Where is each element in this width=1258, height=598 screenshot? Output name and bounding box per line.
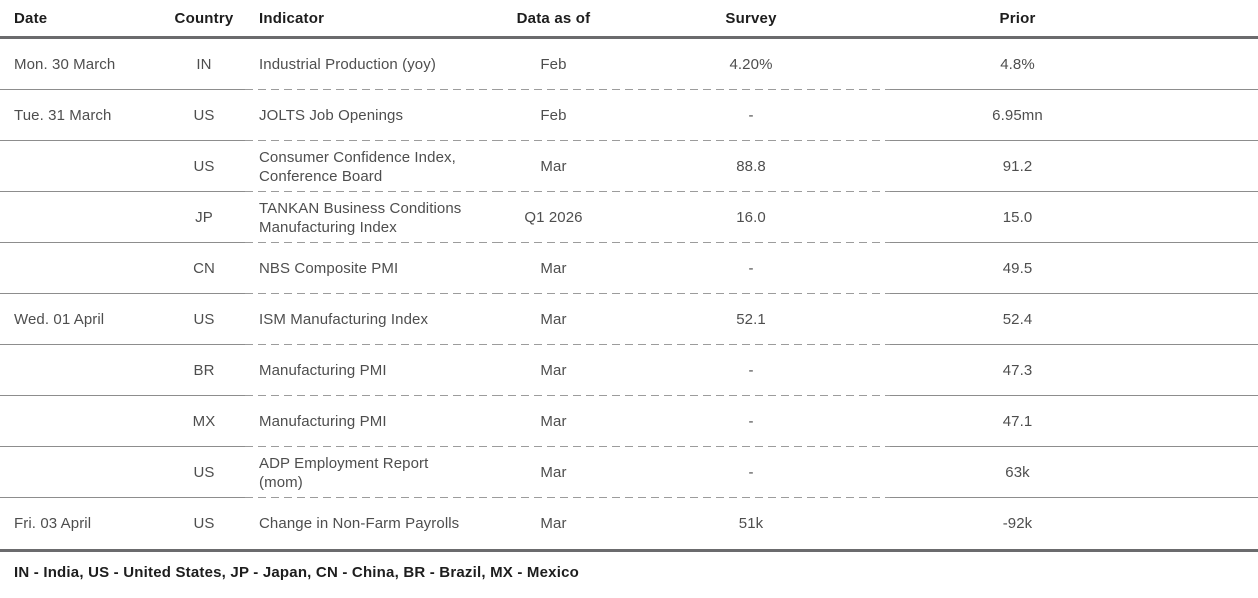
column-header-indicator: Indicator	[259, 9, 325, 27]
cell-prior: 49.5	[890, 243, 1145, 294]
cell-prior: 52.4	[890, 294, 1145, 345]
column-header-spacer	[1145, 0, 1258, 36]
table-row: US Consumer Confidence Index, Conference…	[0, 141, 1258, 192]
cell-indicator: ISM Manufacturing Index	[245, 294, 495, 345]
cell-data-as-of: Mar	[495, 447, 612, 498]
cell-indicator: Manufacturing PMI	[245, 396, 495, 447]
cell-country: JP	[163, 192, 245, 243]
cell-prior: 4.8%	[890, 39, 1145, 90]
cell-country: CN	[163, 243, 245, 294]
cell-country: IN	[163, 39, 245, 90]
economic-calendar-table: Date Country Indicator Data as of Survey…	[0, 0, 1258, 581]
cell-spacer	[1145, 192, 1258, 243]
table-row: US ADP Employment Report (mom) Mar - 63k	[0, 447, 1258, 498]
column-header-date: Date	[14, 9, 48, 27]
table-row: JP TANKAN Business Conditions Manufactur…	[0, 192, 1258, 243]
cell-prior: 15.0	[890, 192, 1145, 243]
table-row: Tue. 31 March US JOLTS Job Openings Feb …	[0, 90, 1258, 141]
cell-indicator: Industrial Production (yoy)	[245, 39, 495, 90]
cell-survey: 51k	[738, 515, 764, 532]
column-header-data-as-of: Data as of	[516, 9, 591, 27]
cell-data-as-of: Feb	[495, 39, 612, 90]
table-row: BR Manufacturing PMI Mar - 47.3	[0, 345, 1258, 396]
cell-country: US	[163, 141, 245, 192]
cell-date	[0, 192, 163, 243]
cell-survey: 88.8	[612, 141, 890, 192]
cell-prior: 91.2	[890, 141, 1145, 192]
cell-survey: 4.20%	[612, 39, 890, 90]
cell-spacer	[1145, 294, 1258, 345]
cell-spacer	[1145, 498, 1258, 549]
cell-country: US	[163, 447, 245, 498]
cell-prior: 47.3	[890, 345, 1145, 396]
column-header-prior: Prior	[999, 9, 1036, 27]
cell-prior: 47.1	[890, 396, 1145, 447]
cell-indicator: JOLTS Job Openings	[245, 90, 495, 141]
cell-country: BR	[163, 345, 245, 396]
cell-data-as-of: Mar	[495, 294, 612, 345]
cell-country: US	[163, 90, 245, 141]
cell-survey: -	[612, 396, 890, 447]
cell-data-as-of: Mar	[495, 345, 612, 396]
table-row: MX Manufacturing PMI Mar - 47.1	[0, 396, 1258, 447]
cell-spacer	[1145, 396, 1258, 447]
cell-date	[0, 396, 163, 447]
cell-country: US	[193, 515, 215, 532]
table-row: CN NBS Composite PMI Mar - 49.5	[0, 243, 1258, 294]
cell-date	[0, 141, 163, 192]
cell-date: Wed. 01 April	[0, 294, 163, 345]
cell-data-as-of: Mar	[495, 141, 612, 192]
cell-date: Tue. 31 March	[0, 90, 163, 141]
cell-survey: -	[612, 447, 890, 498]
cell-survey: 16.0	[612, 192, 890, 243]
cell-spacer	[1145, 447, 1258, 498]
cell-indicator: Change in Non-Farm Payrolls	[259, 515, 460, 532]
cell-country: MX	[163, 396, 245, 447]
cell-prior: -92k	[1002, 515, 1033, 532]
cell-spacer	[1145, 243, 1258, 294]
cell-spacer	[1145, 345, 1258, 396]
table-row: Mon. 30 March IN Industrial Production (…	[0, 39, 1258, 90]
cell-date	[0, 345, 163, 396]
table-body: Mon. 30 March IN Industrial Production (…	[0, 39, 1258, 552]
cell-survey: -	[612, 90, 890, 141]
cell-indicator: ADP Employment Report (mom)	[245, 447, 495, 498]
table-row: Wed. 01 April US ISM Manufacturing Index…	[0, 294, 1258, 345]
cell-survey: -	[612, 345, 890, 396]
cell-survey: 52.1	[612, 294, 890, 345]
cell-indicator: Manufacturing PMI	[245, 345, 495, 396]
table-header-row: Date Country Indicator Data as of Survey…	[0, 0, 1258, 39]
table-row: Fri. 03 April US Change in Non-Farm Payr…	[0, 498, 1258, 549]
column-header-country: Country	[174, 9, 234, 27]
cell-data-as-of: Feb	[495, 90, 612, 141]
cell-prior: 6.95mn	[890, 90, 1145, 141]
cell-survey: -	[612, 243, 890, 294]
cell-data-as-of: Q1 2026	[495, 192, 612, 243]
country-code-legend: IN - India, US - United States, JP - Jap…	[14, 564, 579, 581]
column-header-survey: Survey	[725, 9, 777, 27]
cell-date	[0, 447, 163, 498]
cell-data-as-of: Mar	[540, 515, 567, 532]
cell-date: Mon. 30 March	[0, 39, 163, 90]
cell-country: US	[163, 294, 245, 345]
cell-spacer	[1145, 90, 1258, 141]
cell-date: Fri. 03 April	[14, 515, 92, 532]
cell-spacer	[1145, 141, 1258, 192]
cell-prior: 63k	[890, 447, 1145, 498]
cell-spacer	[1145, 39, 1258, 90]
cell-date	[0, 243, 163, 294]
cell-indicator: NBS Composite PMI	[245, 243, 495, 294]
cell-indicator: Consumer Confidence Index, Conference Bo…	[245, 141, 495, 192]
cell-data-as-of: Mar	[495, 396, 612, 447]
cell-indicator: TANKAN Business Conditions Manufacturing…	[245, 192, 495, 243]
cell-data-as-of: Mar	[495, 243, 612, 294]
